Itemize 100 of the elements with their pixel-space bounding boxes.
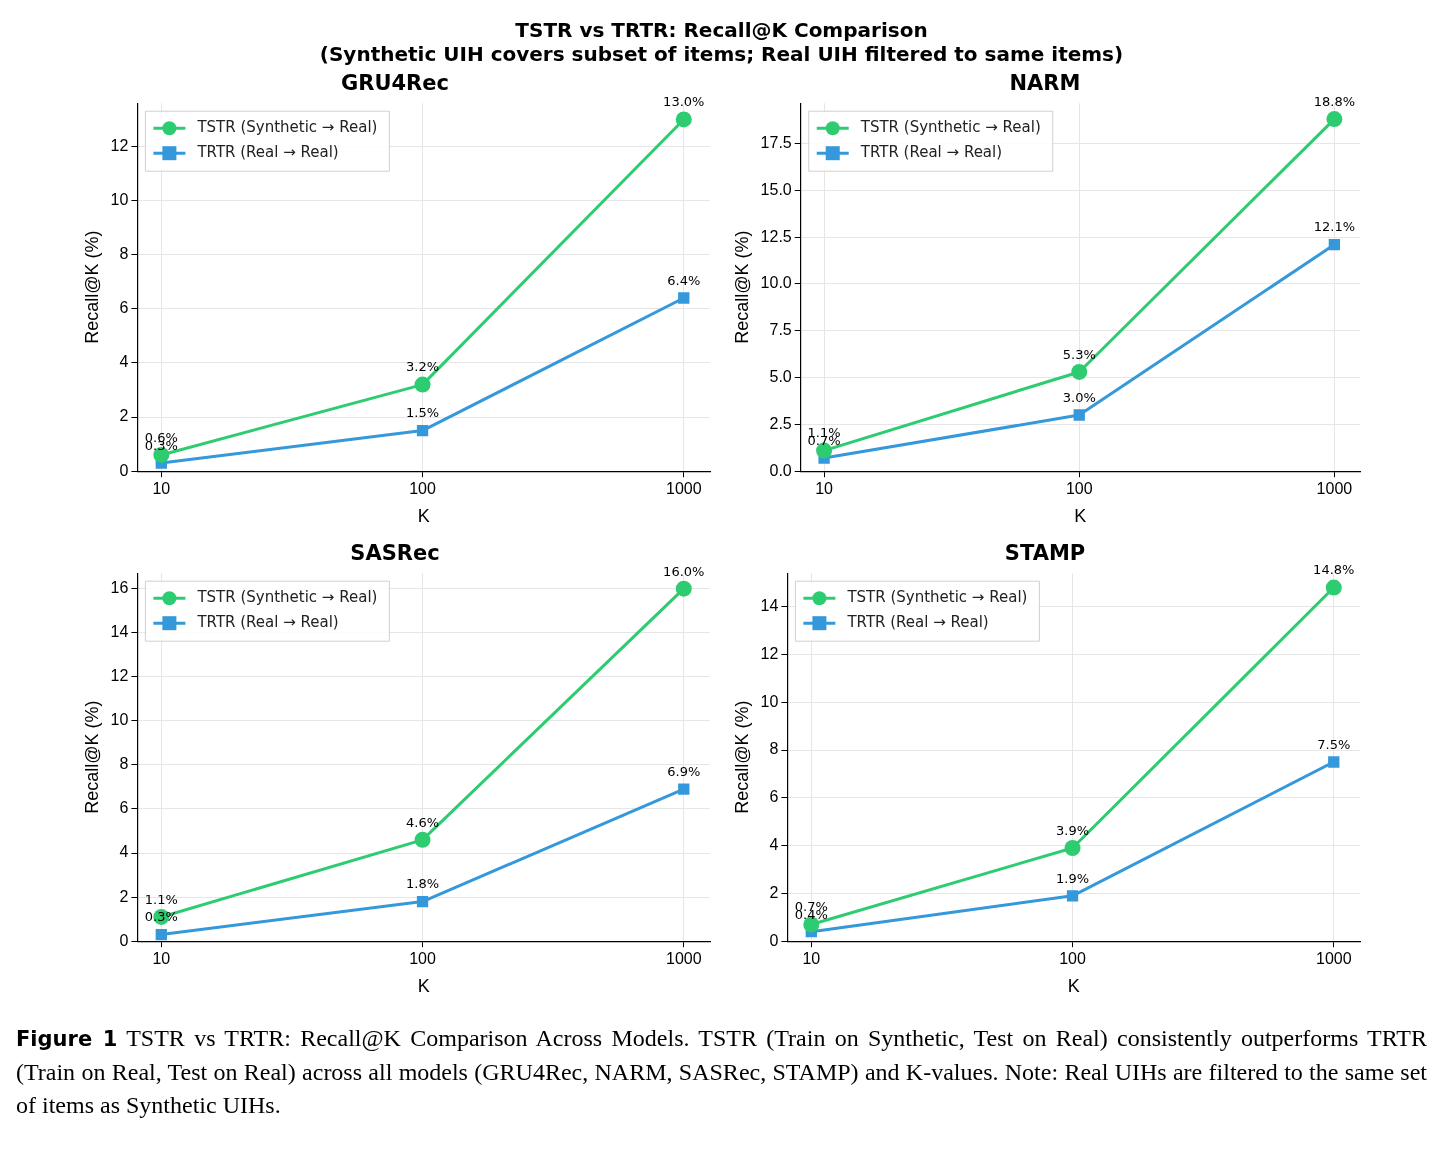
y-tick-label: 10 [110, 191, 129, 209]
y-tick-label: 2 [119, 407, 129, 425]
y-tick-label: 0 [119, 931, 129, 949]
y-tick-label: 10 [760, 692, 779, 710]
y-tick-label: 8 [119, 755, 129, 773]
x-axis-title: K [1074, 506, 1087, 527]
point [678, 783, 690, 795]
y-tick-label: 8 [119, 245, 129, 263]
x-axis-title: K [1067, 976, 1080, 997]
data-label: 12.1% [1313, 219, 1356, 235]
legend-label: TRTR (Real → Real) [859, 143, 1003, 162]
y-tick-label: 8 [769, 740, 779, 758]
y-tick-label: 12 [110, 667, 129, 685]
text: TSTR vs TRTR: Recall@K Comparison (Synthetic UIH covers subset of items; Real UIH filtered to same items) [318, 17, 1125, 66]
x-tick-label: 100 [409, 950, 436, 968]
data-label: 18.8% [1313, 93, 1356, 109]
point [1325, 579, 1342, 596]
data-label: 3.9% [1056, 822, 1090, 838]
point [1071, 363, 1088, 380]
y-tick-label: 4 [119, 843, 129, 861]
data-label: 1.8% [406, 876, 440, 892]
x-tick-label: 10 [815, 480, 834, 498]
x-tick-label: 10 [152, 950, 171, 968]
x-axis-title: K [417, 506, 430, 527]
y-tick-label: 0.0 [769, 461, 792, 479]
legend-label: TRTR (Real → Real) [196, 143, 339, 162]
point [1073, 409, 1085, 421]
point [414, 831, 431, 848]
legend-label: TSTR (Synthetic → Real) [859, 118, 1041, 137]
y-tick-label: 10.0 [760, 274, 792, 292]
data-label: 5.3% [1062, 346, 1096, 362]
y-axis-title: Recall@K (%) [731, 230, 752, 344]
y-tick-label: 6 [769, 788, 779, 806]
data-label: 13.0% [663, 94, 705, 110]
x-tick-label: 100 [409, 480, 436, 498]
data-label: 14.8% [1313, 562, 1355, 578]
point [675, 580, 692, 597]
point [1066, 890, 1079, 902]
point [1328, 756, 1340, 768]
data-label: 1.9% [1056, 870, 1090, 886]
y-axis-title: Recall@K (%) [731, 700, 752, 814]
x-tick-label: 1000 [665, 480, 702, 498]
x-axis-title: K [417, 976, 430, 997]
legend-label: TRTR (Real → Real) [196, 613, 339, 632]
y-axis-title: Recall@K (%) [81, 700, 102, 814]
x-tick-label: 100 [1065, 480, 1093, 498]
y-tick-label: 4 [119, 353, 129, 371]
chart-title: STAMP [1004, 541, 1086, 566]
y-tick-label: 2 [769, 883, 779, 901]
x-tick-label: 10 [152, 480, 171, 498]
y-tick-label: 2 [119, 887, 129, 905]
y-tick-label: 14 [760, 597, 779, 615]
x-tick-label: 10 [802, 950, 821, 968]
chart-title: NARM [1009, 71, 1081, 96]
y-tick-label: 7.5 [769, 321, 792, 339]
y-tick-label: 16 [110, 579, 129, 597]
point [414, 376, 431, 393]
y-tick-label: 15.0 [760, 180, 792, 198]
y-tick-label: 12 [110, 136, 129, 154]
y-tick-label: 12.5 [760, 227, 792, 245]
legend-label: TRTR (Real → Real) [846, 613, 989, 632]
point [678, 292, 690, 304]
data-label: 1.1% [144, 891, 178, 907]
y-tick-label: 2.5 [769, 414, 792, 432]
y-tick-label: 10 [110, 711, 129, 729]
y-tick-label: 17.5 [760, 133, 792, 151]
point [1328, 238, 1341, 251]
y-tick-label: 5.0 [769, 367, 792, 385]
point [1326, 111, 1343, 128]
data-label: 16.0% [663, 563, 705, 579]
y-tick-label: 4 [769, 836, 779, 854]
y-tick-label: 0 [119, 461, 129, 479]
y-tick-label: 6 [119, 299, 129, 317]
y-axis-title: Recall@K (%) [81, 230, 102, 344]
point [416, 424, 429, 437]
legend-label: TSTR (Synthetic → Real) [846, 588, 1028, 607]
x-tick-label: 100 [1059, 950, 1086, 968]
data-label: 6.4% [667, 272, 701, 288]
data-label: 7.5% [1317, 736, 1351, 752]
legend-label: TSTR (Synthetic → Real) [196, 588, 378, 607]
y-tick-label: 12 [760, 644, 779, 662]
point [675, 111, 692, 128]
y-tick-label: 14 [110, 623, 129, 641]
chart-title: GRU4Rec [341, 71, 449, 96]
y-tick-label: 6 [119, 799, 129, 817]
data-label: 6.9% [667, 764, 701, 780]
caption: Figure 1 TSTR vs TRTR: Recall@K Comparison Across Models. TSTR (Train on Synthetic, Test on Real) consistently outperforms TRTR (Train on Real, Test on Real) across all models (GRU4Rec, NARM, SASRec, STAMP) and K-values. Note: Real UIHs are filtered to the same set of items as Synthetic UIHs. [15, 1024, 1428, 1120]
data-label: 4.6% [406, 814, 440, 830]
point [155, 928, 167, 941]
x-tick-label: 1000 [665, 950, 702, 968]
chart-title: SASRec [350, 541, 440, 566]
x-tick-label: 1000 [1315, 950, 1352, 968]
data-label: 1.5% [406, 405, 440, 421]
point [1064, 840, 1081, 857]
y-tick-label: 0 [769, 931, 779, 949]
x-tick-label: 1000 [1316, 480, 1353, 498]
data-label: 3.2% [406, 359, 440, 375]
data-label: 3.0% [1062, 389, 1096, 405]
legend-label: TSTR (Synthetic → Real) [196, 118, 378, 137]
point [416, 895, 429, 908]
